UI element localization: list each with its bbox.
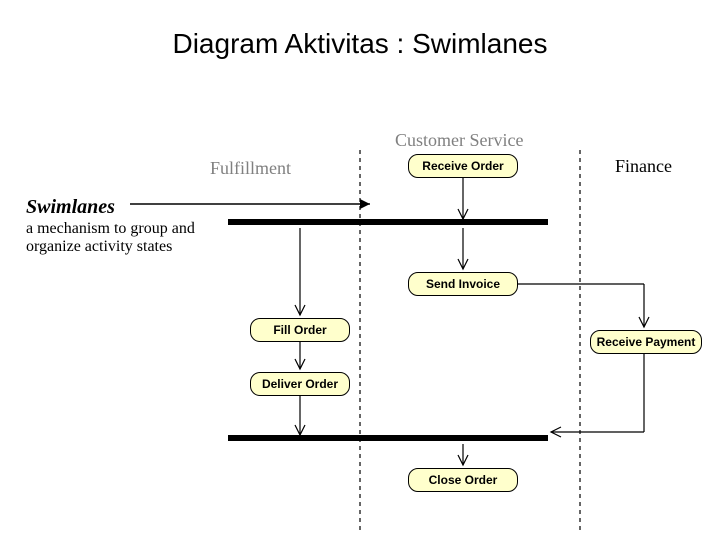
- side-description: a mechanism to group andorganize activit…: [26, 220, 195, 257]
- activity-send-invoice: Send Invoice: [408, 272, 518, 296]
- diagram-lines: [0, 0, 720, 540]
- lane-label-finance: Finance: [615, 156, 672, 177]
- side-title: Swimlanes: [26, 196, 115, 219]
- lane-label-customer-service: Customer Service: [395, 130, 523, 151]
- activity-close-order: Close Order: [408, 468, 518, 492]
- lane-label-fulfillment: Fulfillment: [210, 158, 291, 179]
- activity-receive-order: Receive Order: [408, 154, 518, 178]
- activity-deliver-order: Deliver Order: [250, 372, 350, 396]
- activity-receive-payment: Receive Payment: [590, 330, 702, 354]
- activity-fill-order: Fill Order: [250, 318, 350, 342]
- page-title: Diagram Aktivitas : Swimlanes: [0, 28, 720, 60]
